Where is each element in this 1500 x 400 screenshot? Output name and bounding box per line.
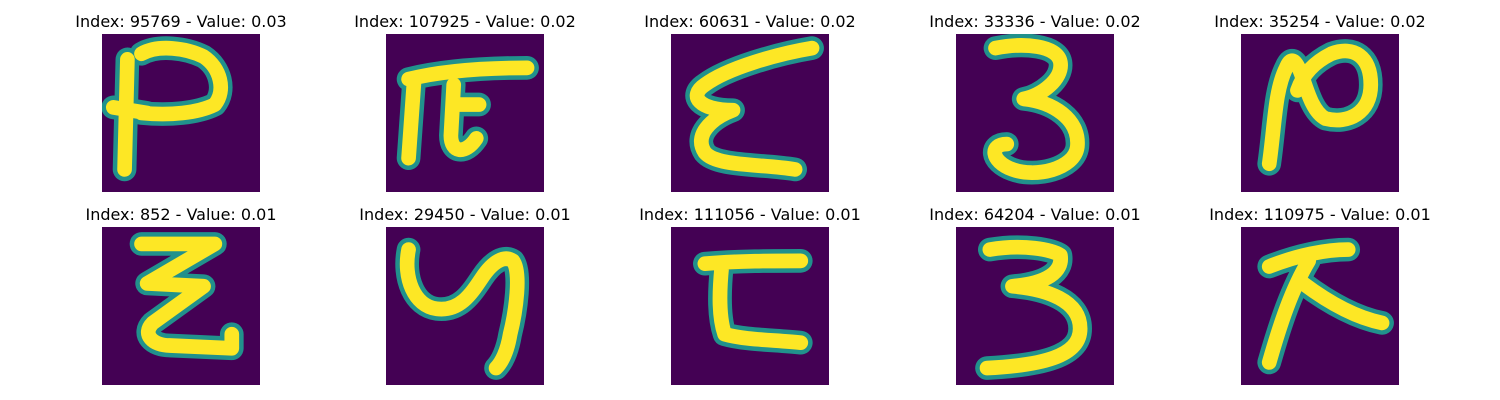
image-panel: Index: 110975 - Value: 0.01 [1190, 193, 1450, 385]
panel-title: Index: 95769 - Value: 0.03 [75, 12, 287, 31]
handwritten-glyph-image [386, 227, 544, 385]
image-panel: Index: 111056 - Value: 0.01 [620, 193, 880, 385]
handwritten-glyph-image [956, 34, 1114, 192]
panel-title: Index: 110975 - Value: 0.01 [1209, 205, 1431, 224]
handwritten-glyph-image [1241, 227, 1399, 385]
image-panel: Index: 29450 - Value: 0.01 [335, 193, 595, 385]
handwritten-glyph-image [386, 34, 544, 192]
panel-title: Index: 60631 - Value: 0.02 [644, 12, 856, 31]
panel-title: Index: 35254 - Value: 0.02 [1214, 12, 1426, 31]
panel-title: Index: 29450 - Value: 0.01 [359, 205, 571, 224]
image-panel: Index: 95769 - Value: 0.03 [51, 0, 311, 192]
panel-title: Index: 107925 - Value: 0.02 [354, 12, 576, 31]
panel-title: Index: 852 - Value: 0.01 [85, 205, 277, 224]
image-panel: Index: 107925 - Value: 0.02 [335, 0, 595, 192]
panel-title: Index: 111056 - Value: 0.01 [639, 205, 861, 224]
handwritten-glyph-image [102, 34, 260, 192]
handwritten-glyph-image [671, 34, 829, 192]
handwritten-glyph-image [1241, 34, 1399, 192]
image-panel: Index: 64204 - Value: 0.01 [905, 193, 1165, 385]
image-panel: Index: 852 - Value: 0.01 [51, 193, 311, 385]
handwritten-glyph-image [956, 227, 1114, 385]
handwritten-glyph-image [671, 227, 829, 385]
handwritten-glyph-image [102, 227, 260, 385]
image-panel: Index: 60631 - Value: 0.02 [620, 0, 880, 192]
panel-title: Index: 33336 - Value: 0.02 [929, 12, 1141, 31]
image-panel: Index: 33336 - Value: 0.02 [905, 0, 1165, 192]
panel-title: Index: 64204 - Value: 0.01 [929, 205, 1141, 224]
image-panel: Index: 35254 - Value: 0.02 [1190, 0, 1450, 192]
